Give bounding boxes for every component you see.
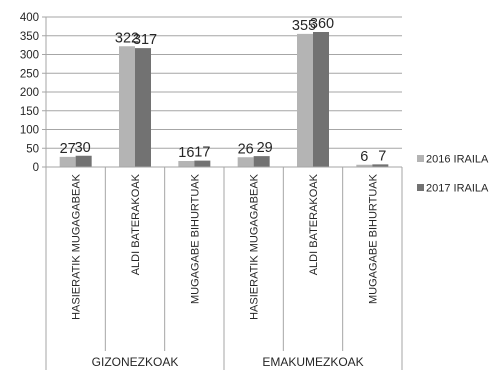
bar	[178, 161, 195, 167]
data-label: 7	[378, 148, 386, 164]
category-label: MUGAGABE BIHURTUAK	[367, 173, 379, 304]
data-label: 322	[115, 30, 139, 46]
bar	[356, 164, 373, 167]
category-label: MUGAGABE BIHURTUAK	[189, 173, 201, 304]
category-label: ALDI BATERAKOAK	[130, 173, 142, 275]
data-label: 317	[133, 32, 157, 48]
data-label: 360	[310, 16, 334, 32]
data-label: 30	[75, 140, 91, 156]
category-label: HASIERATIK MUGAGABEAK	[249, 173, 261, 320]
bars	[59, 32, 389, 167]
data-label: 355	[292, 18, 316, 34]
bar	[119, 46, 135, 167]
bar	[135, 48, 151, 167]
y-tick-label: 300	[20, 50, 39, 62]
bar	[372, 164, 389, 167]
y-tick-label: 400	[20, 12, 39, 24]
category-label: ALDI BATERAKOAK	[308, 173, 320, 275]
group-label: EMAKUMEZKOAK	[262, 355, 363, 369]
legend-label: 2016 IRAILA	[426, 154, 489, 166]
y-tick-label: 100	[20, 125, 39, 137]
y-tick-label: 0	[33, 162, 39, 174]
gridlines	[46, 16, 402, 168]
bar	[75, 155, 92, 167]
y-tick-label: 50	[26, 143, 39, 155]
legend-label: 2017 IRAILA	[426, 183, 489, 195]
y-tick-label: 150	[20, 106, 39, 118]
y-axis-ticks: 0 50 100 150 200 250 300 350 400	[20, 12, 47, 174]
data-label: 6	[360, 149, 368, 165]
bar	[194, 160, 211, 167]
y-tick-label: 350	[20, 31, 39, 43]
bar	[253, 156, 270, 167]
x-axis: HASIERATIK MUGAGABEAK ALDI BATERAKOAK MUGA…	[45, 166, 403, 370]
legend-swatch	[417, 155, 424, 162]
data-label: 17	[194, 145, 210, 161]
data-label: 29	[257, 140, 273, 156]
group-label: GIZONEZKOAK	[92, 355, 179, 369]
bar	[297, 33, 313, 167]
data-label: 26	[238, 141, 254, 157]
bar	[313, 32, 329, 167]
bar	[59, 156, 76, 167]
y-tick-label: 250	[20, 68, 39, 80]
data-label: 27	[60, 141, 76, 157]
legend: 2016 IRAILA 2017 IRAILA	[417, 154, 489, 195]
bar	[237, 157, 254, 167]
data-label: 16	[178, 145, 194, 161]
category-label: HASIERATIK MUGAGABEAK	[71, 173, 83, 320]
legend-swatch	[417, 184, 424, 191]
y-tick-label: 200	[20, 87, 39, 99]
